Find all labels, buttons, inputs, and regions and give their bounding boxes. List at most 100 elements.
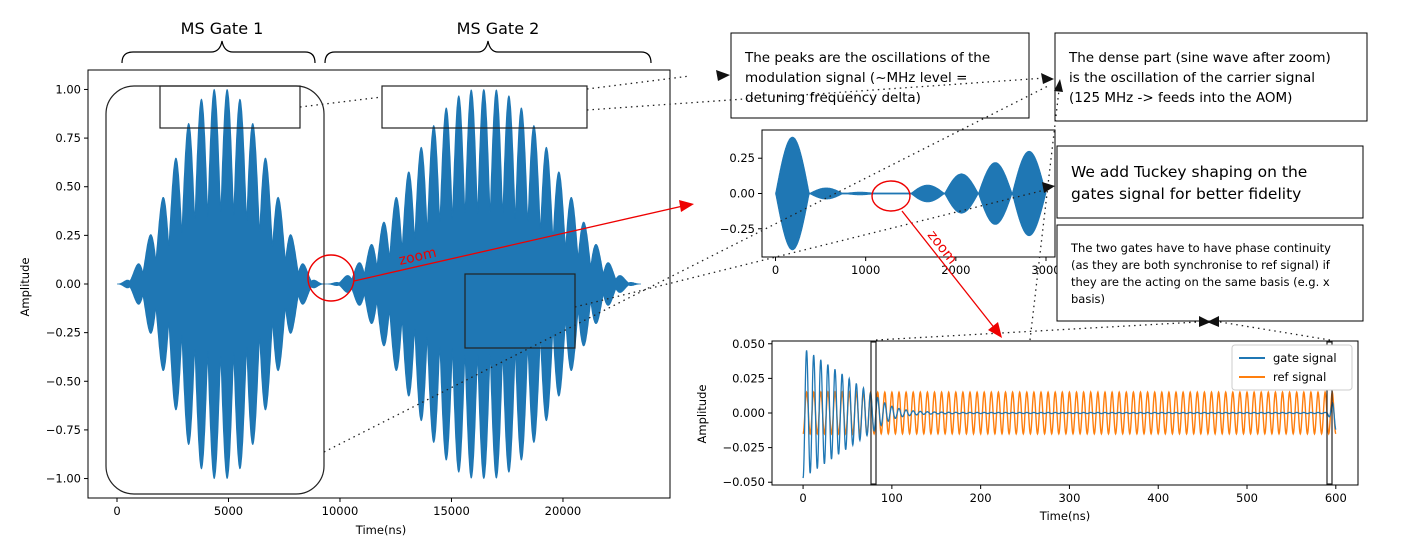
dense-note-line: (125 MHz -> feeds into the AOM) [1069, 90, 1292, 106]
main-ylabel: Amplitude [18, 258, 32, 317]
y-tick-label: 0.025 [732, 371, 765, 385]
zoom1-signal-series [775, 136, 1047, 251]
phase-note: The two gates have to have phase continu… [1056, 224, 1364, 322]
tuckey-note: We add Tuckey shaping on the gates signa… [1056, 145, 1364, 219]
y-tick-label: 0.50 [55, 180, 81, 194]
arrowhead-dense-note [1041, 73, 1054, 84]
dense-note-line: The dense part (sine wave after zoom) [1068, 50, 1331, 66]
y-tick-label: −1.00 [46, 472, 81, 486]
legend-gate-label: gate signal [1273, 351, 1337, 365]
x-tick-label: 2000 [941, 263, 970, 277]
arrowhead-peaks-note [716, 70, 730, 81]
y-tick-label: 0.00 [55, 277, 81, 291]
gate1-label: MS Gate 1 [181, 19, 264, 38]
arrowheads [716, 70, 1219, 327]
zoom-arrow-2 [901, 210, 997, 331]
zoom2-ylabel: Amplitude [695, 385, 709, 444]
x-tick-label: 0 [113, 504, 120, 518]
peaks-note-line: detuning frequency delta) [745, 90, 921, 106]
y-tick-label: 0.00 [729, 187, 755, 201]
x-tick-label: 0 [772, 263, 779, 277]
peaks-note-line: modulation signal (~MHz level = [745, 70, 967, 86]
x-tick-label: 20000 [545, 504, 582, 518]
main-axes: 0 5000 10000 15000 20000 1.00 0.75 0.50 0.25 0.00… [46, 82, 582, 518]
connector-zoom2-to-dense-note [1029, 89, 1060, 341]
gap-zoom-circle [307, 254, 355, 302]
legend-ref-label: ref signal [1273, 370, 1326, 384]
zoom-arrow-1 [353, 205, 684, 282]
y-tick-label: −0.25 [46, 326, 81, 340]
zoom1-axes: 0 1000 2000 3000 0.25 0.00 −0.25 [720, 151, 1061, 277]
x-tick-label: 600 [1325, 491, 1347, 505]
main-xlabel: Time(ns) [355, 523, 406, 537]
zoom1-chart: 0 1000 2000 3000 0.25 0.00 −0.25 [720, 129, 1061, 277]
main-chart: 0 5000 10000 15000 20000 1.00 0.75 0.50 0.25 0.00… [18, 19, 671, 537]
y-tick-label: −0.50 [46, 374, 81, 388]
x-tick-label: 3000 [1031, 263, 1060, 277]
peaks-note-line: The peaks are the oscillations of the [744, 50, 990, 66]
gate2-label: MS Gate 2 [457, 19, 540, 38]
zoom-arrow-1-head [679, 200, 694, 212]
arrowhead-phase-right [1207, 316, 1219, 327]
y-tick-label: −0.75 [46, 423, 81, 437]
x-tick-label: 200 [970, 491, 992, 505]
y-tick-label: 0.000 [732, 406, 765, 420]
arrowhead-phase-left [1199, 316, 1211, 327]
y-tick-label: −0.050 [722, 475, 765, 489]
y-tick-label: 0.050 [732, 337, 765, 351]
phase-note-line: they are the acting on the same basis (e… [1071, 275, 1330, 289]
y-tick-label: −0.025 [722, 441, 765, 455]
y-tick-label: 0.75 [55, 131, 81, 145]
x-tick-label: 0 [799, 491, 806, 505]
dense-note-box [1054, 32, 1368, 122]
legend-frame [1231, 344, 1353, 391]
x-tick-label: 15000 [433, 504, 470, 518]
zoom1-circle [871, 180, 911, 212]
zoom2-legend: gate signal ref signal [1231, 344, 1353, 391]
gate1-end-marker [870, 341, 877, 485]
phase-note-line: basis) [1071, 292, 1105, 306]
connector-marker2-to-phase-note [1219, 321, 1331, 341]
gate2-peaks-box [381, 85, 588, 129]
tuckey-note-box [1056, 145, 1364, 219]
zoom2-axes: 0 100 200 300 400 500 600 0.050 0.025 0.000 −0.025… [722, 337, 1346, 505]
main-signal-series [117, 88, 641, 480]
connector-peaks-to-note [586, 75, 691, 90]
x-tick-label: 1000 [851, 263, 880, 277]
dense-note: The dense part (sine wave after zoom) is… [1054, 32, 1368, 122]
dotted-connectors [299, 75, 1331, 453]
y-tick-label: −0.25 [720, 222, 755, 236]
x-tick-label: 300 [1058, 491, 1080, 505]
y-tick-label: 1.00 [55, 82, 81, 96]
connector-marker1-to-phase-note [875, 321, 1199, 341]
connector-peaks-gate1-to-gate2 [299, 96, 383, 108]
gate2-start-marker [1326, 341, 1333, 485]
dense-region-box [464, 273, 576, 349]
ref-signal-series [802, 390, 1337, 436]
tuckey-note-line: gates signal for better fidelity [1071, 185, 1301, 203]
phase-note-box [1056, 224, 1364, 322]
x-tick-label: 500 [1236, 491, 1258, 505]
x-tick-label: 10000 [322, 504, 359, 518]
peaks-note: The peaks are the oscillations of the mo… [730, 32, 1030, 119]
connector-dense-to-tuckey [574, 189, 1046, 308]
x-tick-label: 400 [1147, 491, 1169, 505]
peaks-note-box [730, 32, 1030, 119]
zoom2-xlabel: Time(ns) [1039, 509, 1090, 523]
gate-signal-series [802, 350, 1337, 479]
zoom-arrow-2-head [988, 322, 1002, 338]
gate2-brace [324, 40, 652, 64]
arrowhead-dense-note-2 [1054, 79, 1063, 92]
x-tick-label: 100 [881, 491, 903, 505]
y-tick-label: 0.25 [729, 151, 755, 165]
x-tick-label: 5000 [214, 504, 243, 518]
dense-note-line: is the oscillation of the carrier signal [1069, 70, 1315, 86]
zoom2-chart: 0 100 200 300 400 500 600 0.050 0.025 0.000 −0.025… [695, 337, 1359, 523]
tuckey-note-line: We add Tuckey shaping on the [1071, 163, 1307, 181]
arrowhead-tuckey-note [1042, 182, 1055, 193]
phase-note-line: (as they are both synchronise to ref sig… [1071, 258, 1331, 272]
gate1-brace [121, 40, 316, 64]
y-tick-label: 0.25 [55, 228, 81, 242]
phase-note-line: The two gates have to have phase continu… [1070, 241, 1331, 255]
